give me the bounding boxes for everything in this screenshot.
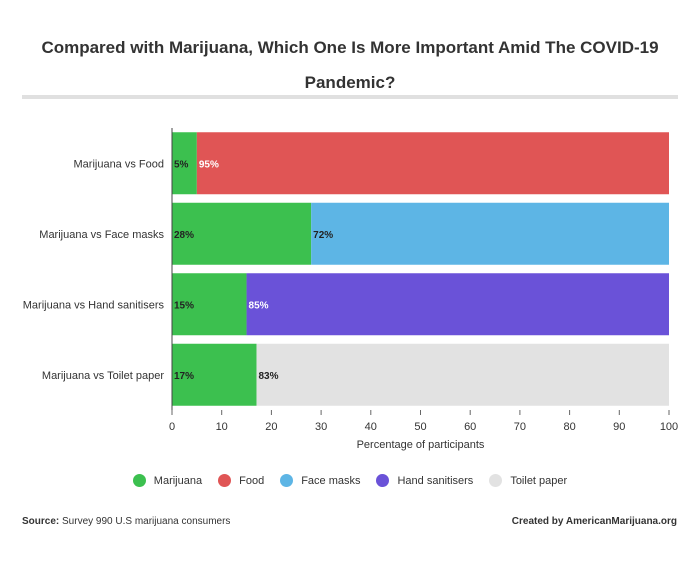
- bar-segment: [172, 202, 312, 265]
- legend-item: Toilet paper: [489, 474, 567, 487]
- category-label: Marijuana vs Face masks: [39, 229, 164, 241]
- legend-swatch: [489, 474, 503, 487]
- bar-segment: [196, 132, 669, 195]
- data-label: 28%: [174, 230, 194, 241]
- bar-segment: [246, 273, 670, 336]
- x-tick-label: 40: [365, 421, 377, 433]
- data-label: 85%: [249, 300, 269, 311]
- x-tick-label: 90: [613, 421, 625, 433]
- x-axis-label: Percentage of participants: [357, 439, 485, 451]
- legend-item: Food: [218, 474, 264, 487]
- bar-segment: [256, 343, 669, 406]
- chart-legend: Marijuana Food Face masks Hand sanitisers To…: [0, 474, 700, 487]
- x-tick-label: 30: [315, 421, 327, 433]
- category-label: Marijuana vs Food: [74, 158, 165, 170]
- source-note: Source: Survey 990 U.S marijuana consume…: [22, 516, 230, 527]
- category-label: Marijuana vs Hand sanitisers: [23, 299, 165, 311]
- legend-label: Hand sanitisers: [397, 474, 474, 487]
- legend-swatch: [218, 474, 232, 487]
- legend-label: Marijuana: [153, 474, 203, 487]
- x-tick-label: 20: [265, 421, 277, 433]
- data-label: 72%: [313, 230, 333, 241]
- data-label: 5%: [174, 159, 189, 170]
- legend-label: Toilet paper: [510, 474, 568, 487]
- bar-segment: [172, 343, 257, 406]
- x-tick-label: 100: [660, 421, 678, 433]
- legend-item: Hand sanitisers: [376, 474, 473, 487]
- x-tick-label: 80: [563, 421, 575, 433]
- chart-title: Compared with Marijuana, Which One Is Mo…: [41, 38, 659, 92]
- bar-segment: [172, 132, 197, 195]
- title-divider: [22, 95, 678, 99]
- x-tick-label: 50: [414, 421, 426, 433]
- data-label: 83%: [258, 371, 278, 382]
- x-tick-label: 70: [514, 421, 526, 433]
- legend-label: Food: [239, 474, 265, 487]
- x-tick-label: 0: [169, 421, 175, 433]
- credit-note: Created by AmericanMarijuana.org: [511, 516, 677, 527]
- x-tick-label: 60: [464, 421, 476, 433]
- bar-segment: [311, 202, 669, 265]
- source-text: Survey 990 U.S marijuana consumers: [62, 516, 231, 527]
- legend-swatch: [376, 474, 390, 487]
- x-tick-label: 10: [216, 421, 228, 433]
- legend-swatch: [280, 474, 294, 487]
- bar-segment: [172, 273, 247, 336]
- legend-item: Face masks: [280, 474, 360, 487]
- data-label: 17%: [174, 371, 194, 382]
- source-label: Source:: [22, 516, 60, 527]
- legend-item: Marijuana: [132, 474, 203, 487]
- legend-swatch: [132, 474, 146, 487]
- category-label: Marijuana vs Toilet paper: [42, 370, 164, 382]
- legend-label: Face masks: [301, 474, 361, 487]
- data-label: 15%: [174, 300, 194, 311]
- data-label: 95%: [199, 159, 219, 170]
